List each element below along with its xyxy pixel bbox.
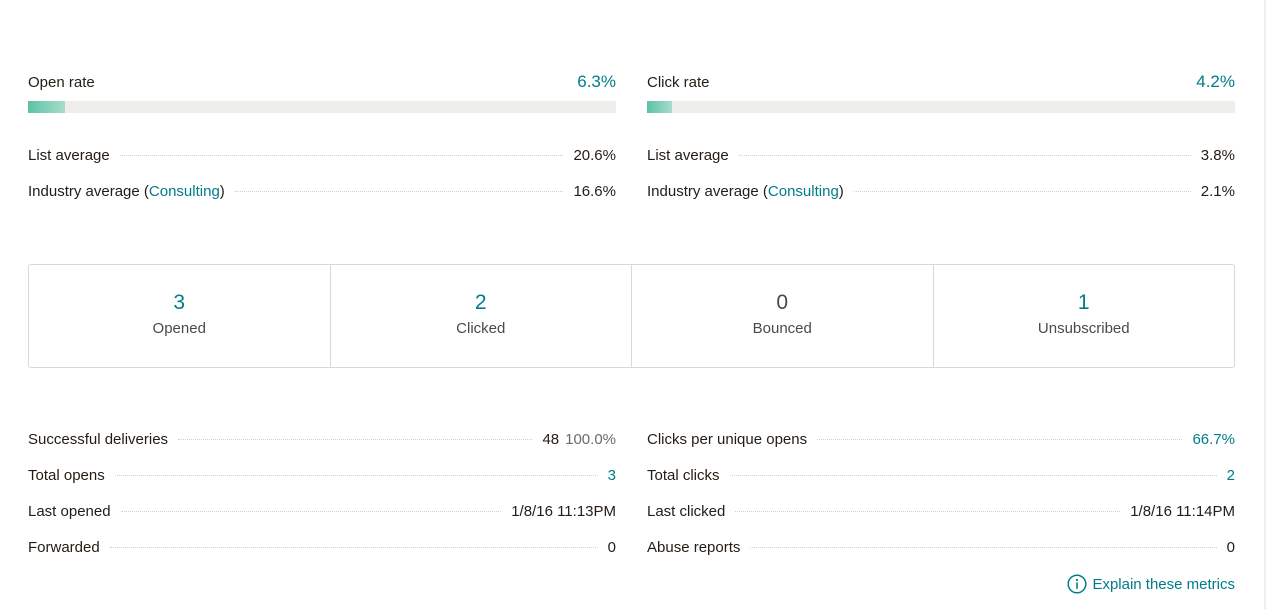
dotted-leader <box>119 155 564 156</box>
industry-consulting-link[interactable]: Consulting <box>767 183 839 200</box>
last-opened-value: 1/8/16 11:13PM <box>511 503 616 520</box>
dotted-leader <box>114 475 598 476</box>
summary-stats: 3 Opened 2 Clicked 0 Bounced 1 Unsubscri… <box>28 264 1235 368</box>
open-industry-average-label: Industry average (Consulting) <box>28 183 225 200</box>
open-rate-bar-fill <box>28 101 66 113</box>
stat-clicked-label: Clicked <box>456 320 506 337</box>
stat-opened-number[interactable]: 3 <box>173 291 186 314</box>
click-rate-section: Click rate 4.2% List average 3.8% Indust… <box>647 0 1235 220</box>
stat-clicked[interactable]: 2 Clicked <box>331 265 632 367</box>
stat-opened-label: Opened <box>152 320 206 337</box>
industry-label-suffix: ) <box>838 183 844 200</box>
click-industry-average-row: Industry average (Consulting) 2.1% <box>647 183 1235 203</box>
info-icon <box>1067 574 1087 594</box>
stat-bounced-number: 0 <box>776 291 789 314</box>
successful-deliveries-row: Successful deliveries 48 100.0% <box>28 431 616 451</box>
industry-label-prefix: Industry average ( <box>647 183 768 200</box>
stat-bounced-label: Bounced <box>752 320 812 337</box>
dotted-leader <box>234 191 564 192</box>
open-industry-average-value: 16.6% <box>573 183 616 200</box>
dotted-leader <box>750 547 1217 548</box>
click-list-average-label: List average <box>647 147 729 164</box>
clicks-per-unique-opens-label: Clicks per unique opens <box>647 431 808 448</box>
open-rate-value: 6.3% <box>577 72 616 91</box>
industry-consulting-link[interactable]: Consulting <box>148 183 220 200</box>
open-rate-header: Open rate 6.3% <box>28 72 616 96</box>
abuse-reports-row: Abuse reports 0 <box>647 539 1235 559</box>
click-list-average-row: List average 3.8% <box>647 147 1235 167</box>
click-rate-bar <box>647 101 1235 113</box>
open-industry-average-row: Industry average (Consulting) 16.6% <box>28 183 616 203</box>
total-clicks-value[interactable]: 2 <box>1226 467 1235 484</box>
open-rate-bar <box>28 101 616 113</box>
total-opens-row: Total opens 3 <box>28 467 616 487</box>
industry-label-prefix: Industry average ( <box>28 183 149 200</box>
total-clicks-row: Total clicks 2 <box>647 467 1235 487</box>
last-opened-row: Last opened 1/8/16 11:13PM <box>28 503 616 523</box>
successful-deliveries-percent: 100.0% <box>565 431 616 448</box>
click-rate-value: 4.2% <box>1196 72 1235 91</box>
dotted-leader <box>817 439 1183 440</box>
stat-bounced: 0 Bounced <box>632 265 934 367</box>
click-industry-average-label: Industry average (Consulting) <box>647 183 844 200</box>
last-opened-label: Last opened <box>28 503 111 520</box>
dotted-leader <box>738 155 1191 156</box>
abuse-reports-value: 0 <box>1226 539 1235 556</box>
explain-metrics-label: Explain these metrics <box>1092 575 1235 593</box>
last-clicked-label: Last clicked <box>647 503 726 520</box>
dotted-leader <box>109 547 598 548</box>
click-list-average-value: 3.8% <box>1200 147 1235 164</box>
stat-unsubscribed-label: Unsubscribed <box>1037 320 1130 337</box>
open-rate-title: Open rate <box>28 74 95 91</box>
dotted-leader <box>853 191 1191 192</box>
dotted-leader <box>729 475 1217 476</box>
explain-metrics-link[interactable]: Explain these metrics <box>1067 574 1235 594</box>
total-clicks-label: Total clicks <box>647 467 720 484</box>
stat-unsubscribed-number[interactable]: 1 <box>1077 291 1090 314</box>
stat-opened[interactable]: 3 Opened <box>29 265 331 367</box>
forwarded-value: 0 <box>607 539 616 556</box>
successful-deliveries-label: Successful deliveries <box>28 431 169 448</box>
total-opens-label: Total opens <box>28 467 105 484</box>
click-rate-header: Click rate 4.2% <box>647 72 1235 96</box>
last-clicked-value: 1/8/16 11:14PM <box>1130 503 1235 520</box>
forwarded-row: Forwarded 0 <box>28 539 616 559</box>
successful-deliveries-value: 48 100.0% <box>542 431 616 448</box>
details-right: Clicks per unique opens 66.7% Total clic… <box>647 0 1235 609</box>
forwarded-label: Forwarded <box>28 539 100 556</box>
total-opens-value[interactable]: 3 <box>607 467 616 484</box>
click-rate-title: Click rate <box>647 74 710 91</box>
dotted-leader <box>120 511 502 512</box>
details-left: Successful deliveries 48 100.0% Total ope… <box>28 0 616 609</box>
dotted-leader <box>735 511 1121 512</box>
stat-clicked-number[interactable]: 2 <box>474 291 487 314</box>
clicks-per-unique-opens-row: Clicks per unique opens 66.7% <box>647 431 1235 451</box>
last-clicked-row: Last clicked 1/8/16 11:14PM <box>647 503 1235 523</box>
open-list-average-label: List average <box>28 147 110 164</box>
clicks-per-unique-opens-value: 66.7% <box>1192 431 1235 448</box>
open-list-average-value: 20.6% <box>573 147 616 164</box>
stat-unsubscribed[interactable]: 1 Unsubscribed <box>934 265 1235 367</box>
successful-deliveries-count: 48 <box>542 431 560 448</box>
panel-divider <box>1264 0 1266 609</box>
click-rate-bar-fill <box>647 101 672 113</box>
abuse-reports-label: Abuse reports <box>647 539 741 556</box>
open-rate-section: Open rate 6.3% List average 20.6% Indust… <box>28 0 616 220</box>
open-list-average-row: List average 20.6% <box>28 147 616 167</box>
dotted-leader <box>178 439 533 440</box>
click-industry-average-value: 2.1% <box>1200 183 1235 200</box>
industry-label-suffix: ) <box>219 183 225 200</box>
